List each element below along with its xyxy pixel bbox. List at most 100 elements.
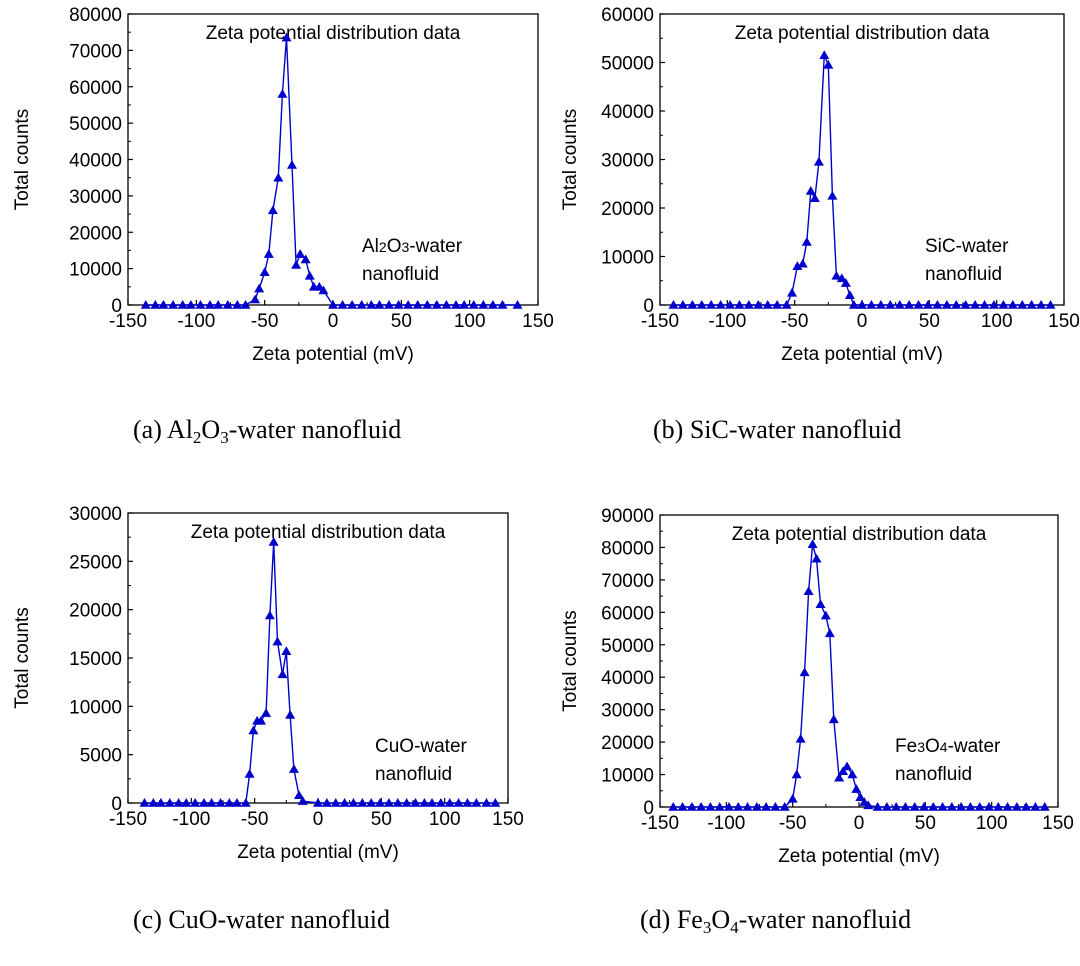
data-point <box>823 59 834 69</box>
data-point <box>847 769 858 779</box>
x-tick-label: 0 <box>857 311 868 332</box>
x-tick-label: 0 <box>854 813 865 834</box>
data-point <box>791 769 802 779</box>
y-tick-label: 40000 <box>601 102 654 123</box>
series-line <box>673 544 1045 808</box>
data-point <box>285 710 296 719</box>
data-point <box>497 300 508 309</box>
chart-title: Zeta potential distribution data <box>732 524 987 545</box>
x-tick-label: 100 <box>429 809 461 830</box>
data-point <box>444 798 455 807</box>
data-point <box>866 300 877 309</box>
data-point <box>851 784 862 793</box>
data-point <box>318 285 329 295</box>
data-point <box>922 300 933 309</box>
data-point <box>471 798 482 807</box>
data-point <box>1002 802 1013 811</box>
data-point <box>254 283 265 293</box>
data-point <box>231 798 242 807</box>
caption-d: (d) Fe3O4-water nanofluid <box>640 905 911 938</box>
y-axis-label: Total counts <box>560 109 581 210</box>
data-point <box>984 802 995 811</box>
data-point <box>168 300 179 309</box>
data-point <box>857 300 867 309</box>
y-tick-label: 10000 <box>601 248 654 269</box>
data-point <box>965 802 976 811</box>
data-point <box>401 798 412 807</box>
x-tick-label: -100 <box>707 813 745 834</box>
data-point <box>181 798 192 807</box>
y-tick-label: 0 <box>111 794 122 815</box>
data-point <box>268 537 279 546</box>
y-tick-label: 60000 <box>601 5 654 26</box>
data-point <box>375 798 386 807</box>
x-tick-label: 150 <box>1042 813 1074 834</box>
data-point <box>1007 300 1018 309</box>
data-point <box>677 802 688 811</box>
data-point <box>392 798 403 807</box>
caption-b-text: (b) SiC-water nanofluid <box>653 415 902 444</box>
chart-panel-b: -150 -100 -50 0 50 100 150 0 10000 20000 30000 4000… <box>560 5 1080 365</box>
data-point <box>173 798 184 807</box>
data-point <box>894 300 905 309</box>
data-point <box>820 610 831 620</box>
data-point <box>1026 300 1037 309</box>
data-point <box>1011 802 1022 811</box>
data-point <box>339 798 350 807</box>
data-point <box>435 798 446 807</box>
data-point <box>786 287 797 297</box>
data-point <box>828 714 839 724</box>
x-tick-label: 150 <box>1048 311 1080 332</box>
x-tick-label: -50 <box>779 813 806 834</box>
data-point <box>772 300 783 309</box>
x-tick-label: -100 <box>172 809 210 830</box>
data-point <box>330 798 341 807</box>
data-point <box>300 254 311 264</box>
x-axis-label: Zeta potential (mV) <box>252 344 414 365</box>
sample-annotation: nanofluid <box>895 764 972 785</box>
caption-d-prefix: (d) Fe <box>640 905 703 934</box>
x-tick-label: 150 <box>492 809 524 830</box>
data-point <box>490 798 501 807</box>
data-point <box>723 802 734 811</box>
data-point <box>374 300 385 309</box>
caption-a-prefix: (a) Al <box>133 415 193 444</box>
data-point <box>297 796 308 805</box>
data-point <box>787 793 798 803</box>
data-point <box>259 267 270 277</box>
data-point <box>770 802 781 811</box>
data-point <box>328 300 338 309</box>
data-point <box>267 205 278 215</box>
y-tick-label: 15000 <box>69 649 122 670</box>
data-point <box>410 798 421 807</box>
data-point <box>872 802 883 811</box>
data-point <box>742 802 753 811</box>
caption-a-sub2: 3 <box>220 428 229 447</box>
y-axis-label: Total counts <box>560 610 581 711</box>
data-point <box>337 300 348 309</box>
data-point <box>993 802 1004 811</box>
data-point <box>205 300 215 309</box>
data-point <box>431 300 442 309</box>
y-tick-label: 70000 <box>601 571 654 592</box>
data-point <box>714 802 725 811</box>
data-point <box>347 300 358 309</box>
x-tick-label: -100 <box>177 311 215 332</box>
data-point <box>734 300 745 309</box>
data-point <box>885 300 896 309</box>
series-line <box>145 37 518 306</box>
sample-annotation: nanofluid <box>362 264 439 285</box>
y-tick-label: 0 <box>643 296 654 317</box>
data-point <box>288 764 299 773</box>
data-point <box>677 300 688 309</box>
y-tick-label: 50000 <box>69 114 122 135</box>
y-axis-label: Total counts <box>12 607 33 708</box>
y-tick-label: 40000 <box>601 668 654 689</box>
data-point <box>813 156 824 166</box>
data-point <box>705 802 716 811</box>
data-point <box>803 586 814 595</box>
x-tick-label: -150 <box>109 809 147 830</box>
chart-title: Zeta potential distribution data <box>191 522 446 543</box>
data-point <box>937 802 948 811</box>
